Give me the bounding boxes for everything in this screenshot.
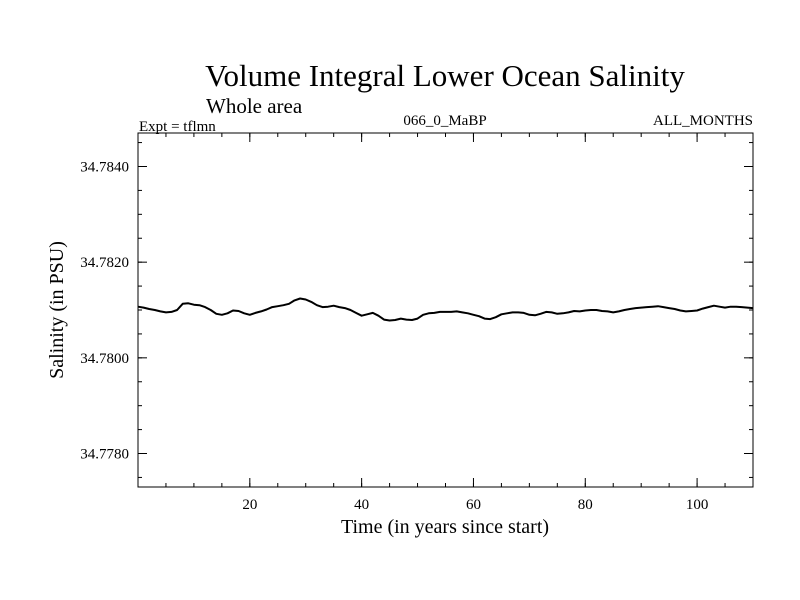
run-id-label: 066_0_MaBP [403, 113, 486, 129]
months-label: ALL_MONTHS [653, 113, 753, 129]
y-axis: 34.7780 34.7800 34.7820 34.7840 [80, 142, 753, 478]
y-tick-label: 34.7800 [80, 351, 129, 367]
plot-frame [137, 132, 754, 488]
y-tick-label: 34.7820 [80, 255, 129, 271]
x-tick-label: 80 [578, 497, 593, 513]
x-tick-label: 40 [354, 497, 369, 513]
y-axis-label: Salinity (in PSU) [46, 241, 68, 379]
x-axis: 20 40 60 80 100 [165, 133, 726, 513]
series-layer [137, 297, 754, 322]
chart-title: Volume Integral Lower Ocean Salinity [205, 58, 685, 93]
x-axis-label: Time (in years since start) [341, 516, 549, 538]
series-line-salinity [137, 297, 754, 322]
experiment-label: Expt = tflmn [139, 119, 216, 135]
x-tick-label: 60 [466, 497, 481, 513]
y-tick-label: 34.7840 [80, 159, 129, 175]
x-tick-label: 100 [686, 497, 709, 513]
y-tick-label: 34.7780 [80, 447, 129, 463]
x-tick-label: 20 [242, 497, 257, 513]
chart-subtitle: Whole area [206, 94, 303, 118]
